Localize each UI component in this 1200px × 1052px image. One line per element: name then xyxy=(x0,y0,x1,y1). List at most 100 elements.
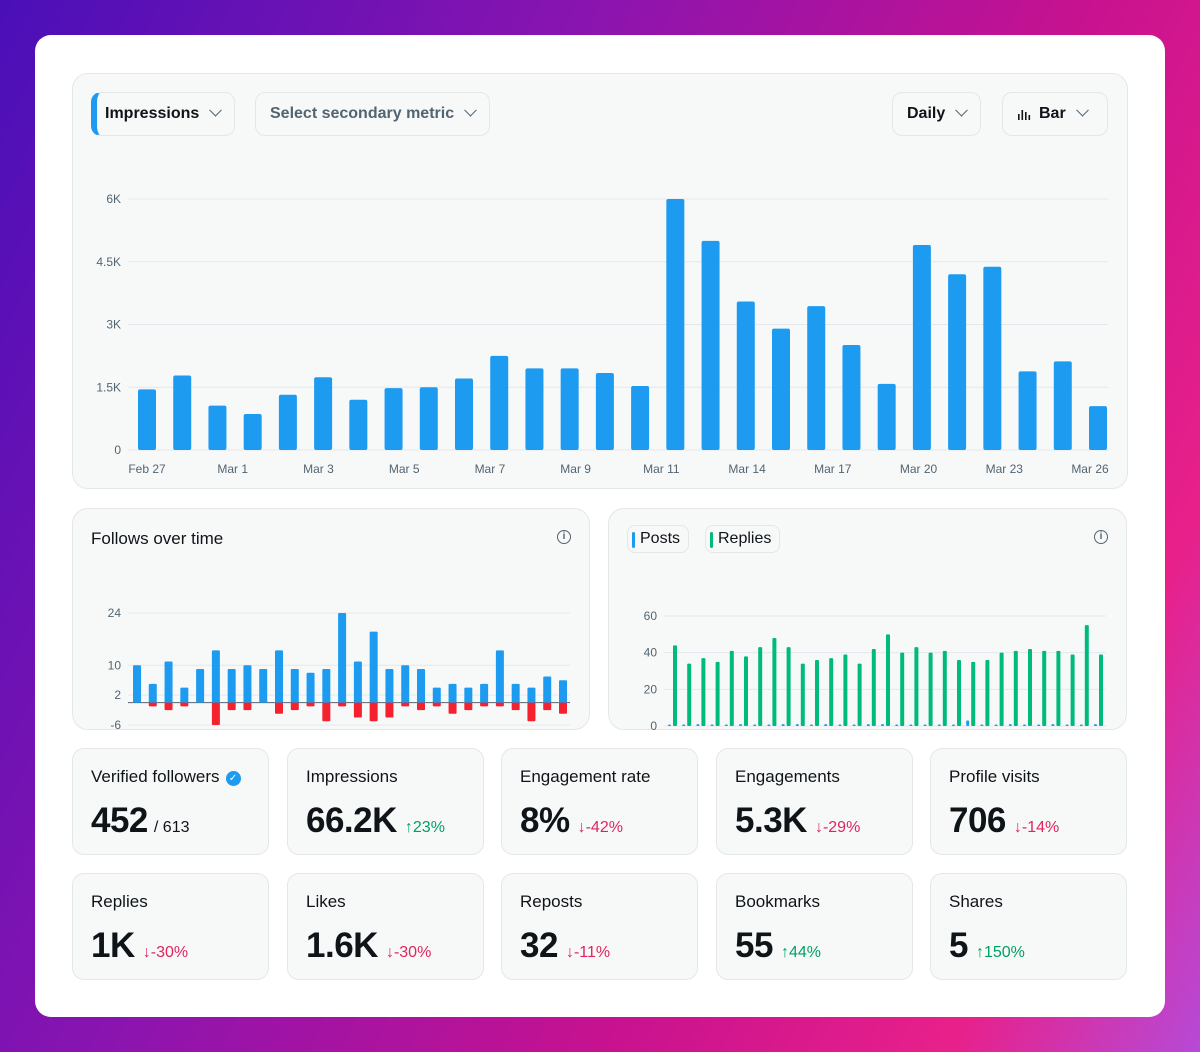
posts-bar xyxy=(767,724,771,726)
posts-bar xyxy=(753,724,757,726)
follows-bar xyxy=(148,683,157,703)
posts-bar xyxy=(1065,724,1069,726)
stat-label: Verified followers xyxy=(91,767,220,786)
unfollows-bar xyxy=(338,702,347,707)
impressions-bar xyxy=(1018,371,1037,450)
impressions-chart-panel: Impressions Select secondary metric Dail… xyxy=(72,73,1128,489)
stat-value: 452 xyxy=(91,801,148,840)
replies-bar xyxy=(1070,654,1075,726)
posts-bar xyxy=(1008,724,1012,726)
unfollows-bar xyxy=(369,702,378,722)
replies-bar xyxy=(758,647,763,726)
follows-title: Follows over time xyxy=(91,529,224,548)
stat-reposts: Reposts 32 ↓-11% xyxy=(501,873,698,980)
stat-label: Replies xyxy=(91,892,148,911)
replies-bar xyxy=(942,650,947,726)
stat-shares: Shares 5 ↑150% xyxy=(930,873,1127,980)
replies-bar xyxy=(744,656,748,726)
secondary-metric-dropdown[interactable]: Select secondary metric xyxy=(255,92,491,136)
follows-bar xyxy=(432,687,441,703)
impressions-bar xyxy=(948,274,967,450)
stat-label: Likes xyxy=(306,892,346,911)
unfollows-bar xyxy=(227,702,236,711)
follows-bar xyxy=(543,676,552,703)
posts-bar xyxy=(980,724,984,726)
follows-bar xyxy=(385,669,394,703)
follows-bar xyxy=(164,661,173,703)
follows-bar xyxy=(417,669,425,703)
replies-bar xyxy=(999,652,1004,726)
stat-impressions: Impressions 66.2K ↑23% xyxy=(287,748,484,855)
replies-bar xyxy=(900,652,905,726)
posts-bar xyxy=(824,724,828,726)
chart-type-dropdown[interactable]: Bar xyxy=(1002,92,1108,136)
replies-bar xyxy=(1042,650,1047,726)
replies-bar xyxy=(886,634,890,726)
stat-value: 1K xyxy=(91,926,135,965)
impressions-bar xyxy=(138,389,156,450)
info-icon[interactable]: i xyxy=(1094,530,1108,544)
impressions-bar xyxy=(877,383,896,450)
replies-bar xyxy=(786,647,791,726)
replies-bar xyxy=(687,663,692,726)
replies-bar xyxy=(1056,650,1061,726)
unfollows-bar xyxy=(353,702,362,718)
info-icon[interactable]: i xyxy=(557,530,571,544)
unfollows-bar xyxy=(164,702,173,711)
y-tick-label: 40 xyxy=(644,646,658,660)
unfollows-bar xyxy=(448,702,457,714)
impressions-bar xyxy=(419,387,438,450)
posts-bar xyxy=(1023,724,1026,726)
verified-badge-icon: ✓ xyxy=(225,771,241,786)
posts-bar xyxy=(966,720,970,726)
unfollows-bar xyxy=(211,702,220,725)
unfollows-bar xyxy=(243,702,252,711)
posts-bar xyxy=(710,724,714,726)
legend-replies[interactable]: Replies xyxy=(705,525,781,553)
stat-value: 66.2K xyxy=(306,801,397,840)
impressions-bar xyxy=(490,355,509,450)
unfollows-bar xyxy=(322,702,331,722)
stat-profile-visits: Profile visits 706 ↓-14% xyxy=(930,748,1127,855)
x-tick-label: Feb 27 xyxy=(128,462,166,476)
stat-label: Engagement rate xyxy=(520,767,651,786)
stat-replies: Replies 1K ↓-30% xyxy=(72,873,269,980)
posts-bar xyxy=(696,724,700,726)
stat-verified-followers: Verified followers ✓ 452 / 613 xyxy=(72,748,269,855)
primary-metric-label: Impressions xyxy=(105,105,200,122)
stat-change: ↑150% xyxy=(975,944,1025,961)
impressions-bar xyxy=(349,399,368,450)
replies-bar xyxy=(957,660,961,726)
replies-bar xyxy=(871,649,876,726)
replies-bar xyxy=(701,658,706,726)
follows-bar xyxy=(227,669,236,703)
stat-label: Shares xyxy=(949,892,1003,911)
unfollows-bar xyxy=(385,702,394,718)
interval-label: Daily xyxy=(907,105,946,122)
impressions-bar xyxy=(525,368,544,450)
legend-posts-label: Posts xyxy=(640,530,681,547)
stat-label: Reposts xyxy=(520,892,583,911)
y-tick-label: 2 xyxy=(114,688,121,702)
y-tick-label: 4.5K xyxy=(96,255,121,269)
y-tick-label: 6K xyxy=(106,192,121,206)
analytics-card: Impressions Select secondary metric Dail… xyxy=(35,35,1165,1017)
unfollows-bar xyxy=(306,702,315,707)
y-tick-label: 60 xyxy=(644,609,658,623)
impressions-bar xyxy=(772,328,790,450)
stat-value: 706 xyxy=(949,801,1006,840)
stat-value: 1.6K xyxy=(306,926,378,965)
impressions-bar xyxy=(314,377,333,450)
primary-metric-dropdown[interactable]: Impressions xyxy=(91,92,236,136)
impressions-bar xyxy=(455,378,473,450)
stat-change: ↓-29% xyxy=(814,819,861,836)
posts-bar xyxy=(739,724,742,726)
replies-bar xyxy=(829,658,834,726)
interval-dropdown[interactable]: Daily xyxy=(892,92,982,136)
impressions-bar xyxy=(983,266,1002,450)
stat-likes: Likes 1.6K ↓-30% xyxy=(287,873,484,980)
posts-bar xyxy=(724,724,728,726)
y-tick-label: 24 xyxy=(108,606,122,620)
legend-posts[interactable]: Posts xyxy=(627,525,690,553)
